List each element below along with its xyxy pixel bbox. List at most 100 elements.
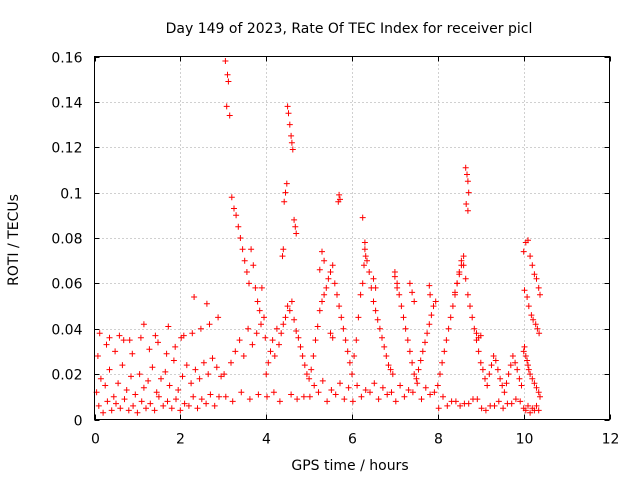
roti-point	[447, 314, 454, 321]
roti-point	[471, 325, 478, 332]
roti-point	[338, 314, 345, 321]
roti-point	[426, 321, 433, 328]
roti-point	[170, 357, 177, 364]
roti-point	[221, 371, 228, 378]
roti-point	[361, 246, 368, 253]
roti-point	[301, 362, 308, 369]
roti-point	[183, 362, 190, 369]
roti-point	[335, 198, 342, 205]
roti-point	[280, 246, 287, 253]
roti-point	[166, 382, 173, 389]
roti-point	[128, 373, 134, 380]
x-tick-label: 10	[516, 432, 534, 448]
roti-point	[311, 382, 318, 389]
roti-point	[258, 284, 265, 291]
roti-point	[291, 316, 298, 323]
roti-point	[321, 291, 328, 298]
roti-point	[424, 330, 431, 337]
roti-point	[294, 396, 301, 403]
roti-point	[508, 400, 515, 407]
roti-point	[265, 359, 272, 366]
roti-point	[341, 396, 348, 403]
y-tick-label: 0.1	[60, 187, 82, 203]
roti-point	[288, 139, 295, 146]
roti-point	[315, 389, 322, 396]
roti-point	[490, 353, 497, 359]
roti-point	[312, 337, 319, 344]
roti-point	[463, 201, 470, 207]
roti-point	[454, 280, 461, 287]
roti-point	[329, 334, 336, 341]
x-axis-label: GPS time / hours	[291, 458, 408, 474]
roti-point	[464, 291, 471, 298]
roti-point	[531, 380, 538, 387]
roti-point	[286, 307, 293, 314]
x-tick-label: 2	[176, 432, 185, 448]
roti-point	[499, 382, 506, 389]
roti-point	[464, 171, 470, 178]
roti-point	[185, 402, 192, 409]
roti-point	[165, 323, 172, 330]
roti-point	[531, 271, 538, 278]
roti-point	[422, 339, 428, 346]
roti-point	[197, 325, 204, 332]
roti-point	[527, 371, 534, 378]
roti-point	[314, 323, 321, 330]
roti-point	[514, 366, 521, 373]
x-tick-label: 8	[434, 432, 443, 448]
roti-point	[379, 384, 386, 391]
roti-point	[359, 214, 366, 221]
roti-point	[96, 330, 103, 337]
roti-point	[267, 348, 274, 355]
roti-point	[152, 332, 159, 339]
roti-point	[366, 269, 373, 275]
roti-point	[282, 314, 289, 321]
roti-point	[492, 357, 499, 364]
roti-point	[178, 334, 185, 341]
roti-point	[445, 325, 452, 332]
roti-point	[534, 325, 541, 332]
roti-point	[273, 325, 280, 332]
roti-point	[262, 334, 269, 341]
roti-point	[106, 334, 113, 341]
roti-point	[252, 284, 259, 291]
roti-point	[286, 121, 293, 128]
roti-point	[200, 359, 207, 366]
roti-point	[527, 409, 534, 416]
roti-point	[173, 396, 179, 403]
roti-point	[243, 269, 250, 275]
roti-point	[238, 389, 245, 396]
roti-point	[528, 312, 535, 319]
roti-point	[253, 330, 260, 337]
roti-point	[162, 368, 169, 375]
roti-point	[264, 393, 270, 400]
roti-point	[104, 398, 111, 405]
roti-point	[190, 393, 197, 400]
roti-point	[177, 407, 184, 414]
roti-point	[192, 366, 199, 373]
roti-point	[115, 380, 122, 387]
roti-point	[113, 400, 119, 407]
roti-point	[276, 341, 282, 348]
roti-point	[258, 321, 264, 328]
roti-point	[372, 307, 379, 314]
data-points	[93, 58, 543, 416]
roti-point	[196, 375, 203, 382]
y-tick-label: 0.06	[51, 277, 82, 293]
roti-point	[216, 393, 222, 400]
roti-point	[203, 400, 210, 407]
roti-point	[482, 375, 488, 382]
roti-point	[414, 380, 421, 387]
roti-point	[351, 353, 358, 359]
roti-point	[434, 382, 441, 389]
roti-point	[332, 391, 339, 398]
roti-point	[143, 405, 149, 412]
roti-point	[288, 132, 295, 139]
roti-point	[248, 246, 255, 253]
roti-point	[409, 389, 416, 396]
roti-point	[458, 262, 465, 269]
roti-point	[367, 389, 373, 396]
y-tick-label: 0	[74, 414, 83, 430]
roti-point	[126, 337, 133, 344]
roti-point	[521, 287, 528, 294]
